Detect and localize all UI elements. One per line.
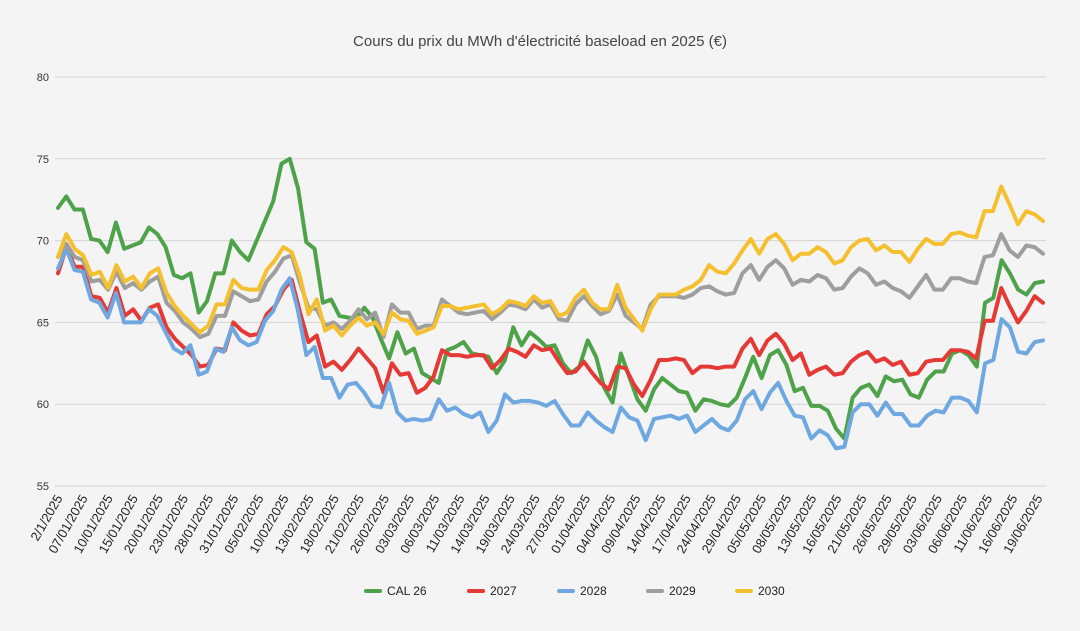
y-tick-label: 70 [37, 236, 49, 248]
series-lines [56, 156, 1045, 451]
legend-label: CAL 26 [387, 584, 427, 598]
series-line-4 [56, 184, 1045, 338]
y-tick-label: 60 [37, 399, 49, 411]
legend-label: 2027 [490, 584, 517, 598]
y-axis-ticks: 55 60 65 70 75 80 [37, 72, 49, 493]
legend: CAL 26 2027 2028 2029 2030 [364, 584, 785, 598]
series-line-0 [56, 156, 1045, 441]
legend-label: 2030 [758, 584, 785, 598]
y-tick-label: 80 [37, 72, 49, 84]
legend-label: 2029 [669, 584, 696, 598]
y-tick-label: 55 [37, 481, 49, 493]
legend-label: 2028 [580, 584, 607, 598]
chart-title: Cours du prix du MWh d'électricité basel… [353, 33, 727, 50]
series-line-2 [56, 246, 1045, 451]
y-tick-label: 75 [37, 154, 49, 166]
y-tick-label: 65 [37, 317, 49, 329]
